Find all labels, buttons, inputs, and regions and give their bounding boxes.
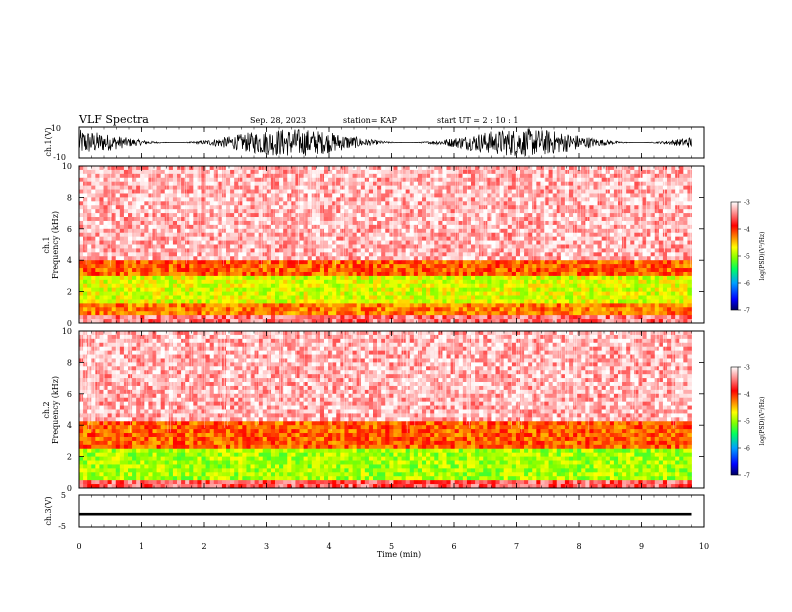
colorbar-tick-label: -3 [744,200,750,207]
date-label: Sep. 28, 2023 [250,116,306,125]
ch2-spectrogram-panel: 0 2 4 6 8 10 ch.2 Frequency (kHz) [42,327,705,493]
start-time-label: start UT = 2 : 10 : 1 [437,116,518,125]
xtick-label: 3 [264,542,269,551]
colorbar-ch1: -3 -4 -5 -6 -7 log(PSD)(V²/Hz) [730,200,766,315]
ch3-waveform-frame [78,494,705,528]
ytick-label: 10 [62,162,72,171]
time-axis: 0 1 2 3 4 5 6 7 8 9 10 [76,127,709,551]
ytick-label: 6 [67,390,72,399]
station-label: station= KAP [343,116,398,125]
ch2-spectrogram-ylabel-channel: ch.2 [42,401,51,418]
xtick-label: 2 [201,542,206,551]
ytick-label: 2 [67,288,72,297]
ytick-label: 8 [67,193,72,202]
colorbar-ch2: -3 -4 -5 -6 -7 log(PSD)(V²/Hz) [730,365,766,480]
ch1-spectrogram-panel: 0 2 4 6 8 10 ch.1 Frequency (kHz) [42,162,705,328]
xtick-label: 5 [389,542,394,551]
colorbar-tick-label: -7 [744,473,750,480]
colorbar-ch2-label: log(PSD)(V²/Hz) [759,397,766,446]
xtick-label: 8 [576,542,581,551]
colorbar-tick-label: -3 [744,365,750,372]
ytick-label: 6 [67,225,72,234]
ch3-waveform-panel: 5 -5 ch.3(V) [44,491,705,531]
colorbar-tick-label: -6 [744,446,750,453]
colorbar-tick-label: -5 [744,419,750,426]
ch1-spectrogram-ylabel-frequency: Frequency (kHz) [51,211,60,279]
ch1-ytick-bottom: -10 [53,153,66,162]
ch3-ytick-bottom: -5 [58,522,66,531]
ch1-waveform-panel: 10 -10 ch.1(V) [44,124,705,162]
colorbar-tick-label: -5 [744,254,750,261]
ytick-label: 0 [67,484,72,493]
colorbar-tick-label: -6 [744,281,750,288]
colorbar-tick-label: -7 [744,308,750,315]
ch2-spectrogram-image [79,331,704,489]
colorbar-ch2-ticks: -3 -4 -5 -6 -7 [738,365,750,480]
ch2-spectrogram-yticks: 0 2 4 6 8 10 [62,327,704,493]
colorbar-ch2-gradient [730,366,739,476]
ch1-waveform-ylabel: ch.1(V) [44,127,53,156]
colorbar-tick-label: -4 [744,392,750,399]
ch1-spectrogram-image [79,166,704,324]
xtick-label: 4 [326,542,331,551]
ytick-label: 8 [67,358,72,367]
colorbar-ch1-ticks: -3 -4 -5 -6 -7 [738,200,750,315]
figure-title: VLF Spectra [78,113,149,126]
xtick-label: 1 [139,542,144,551]
colorbar-ch1-label: log(PSD)(V²/Hz) [759,232,766,281]
ytick-label: 2 [67,453,72,462]
xtick-label: 0 [76,542,81,551]
xtick-label: 6 [451,542,456,551]
ytick-label: 0 [67,319,72,328]
ch1-waveform-trace [78,128,692,158]
ch3-waveform-ylabel: ch.3(V) [44,496,53,525]
ytick-label: 10 [62,327,72,336]
ch3-ytick-top: 5 [61,491,66,500]
ytick-label: 4 [67,421,72,430]
time-axis-label: Time (min) [377,550,421,559]
ch1-spectrogram-yticks: 0 2 4 6 8 10 [62,162,704,328]
colorbar-ch1-gradient [730,201,739,311]
ch1-spectrogram-ylabel-channel: ch.1 [42,236,51,253]
ch3-waveform-trace [79,512,692,516]
ytick-label: 4 [67,256,72,265]
xtick-label: 7 [514,542,519,551]
xtick-label: 9 [639,542,644,551]
colorbar-tick-label: -4 [744,227,750,234]
ch1-ytick-top: 10 [51,124,61,133]
ch2-spectrogram-ylabel-frequency: Frequency (kHz) [51,376,60,444]
xtick-label: 10 [699,542,709,551]
